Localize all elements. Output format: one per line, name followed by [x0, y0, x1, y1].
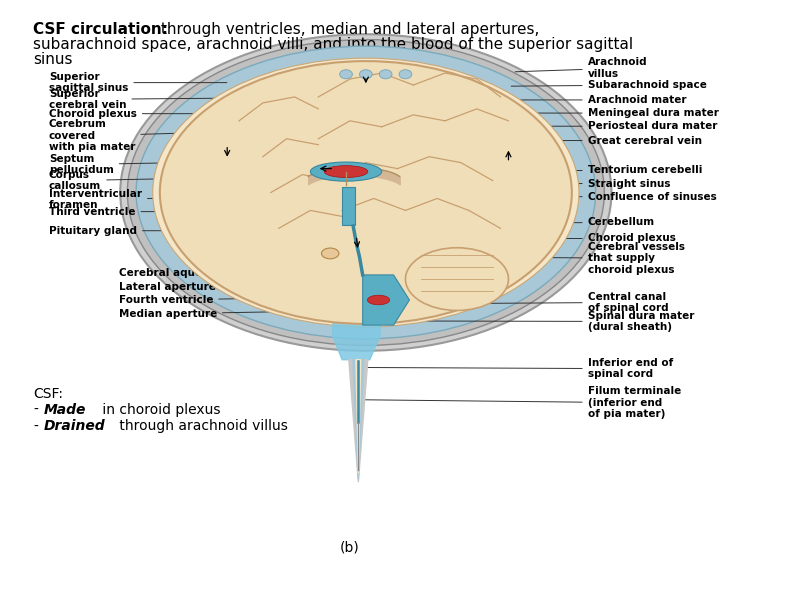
Text: Central canal
of spinal cord: Central canal of spinal cord	[363, 292, 668, 313]
Text: Drained: Drained	[43, 419, 105, 433]
Text: Interventricular
foramen: Interventricular foramen	[49, 189, 254, 211]
Ellipse shape	[367, 295, 390, 305]
Ellipse shape	[406, 248, 509, 310]
Text: Median aperture: Median aperture	[118, 309, 333, 319]
Text: Cerebrum
covered
with pia mater: Cerebrum covered with pia mater	[49, 119, 232, 152]
Ellipse shape	[359, 70, 372, 79]
Text: Lateral aperture: Lateral aperture	[118, 282, 326, 292]
Text: CSF:: CSF:	[33, 386, 63, 401]
Text: Great cerebral vein: Great cerebral vein	[491, 136, 702, 146]
Ellipse shape	[136, 46, 596, 339]
Text: CSF circulation:: CSF circulation:	[33, 22, 168, 37]
Text: Subarachnoid space: Subarachnoid space	[511, 80, 706, 90]
Text: Superior
sagittal sinus: Superior sagittal sinus	[49, 72, 226, 94]
Ellipse shape	[324, 166, 368, 178]
Text: through arachnoid villus: through arachnoid villus	[114, 419, 287, 433]
Ellipse shape	[160, 61, 572, 324]
Ellipse shape	[120, 34, 611, 351]
Ellipse shape	[340, 70, 352, 79]
Text: Meningeal dura mater: Meningeal dura mater	[505, 108, 718, 118]
Text: through ventricles, median and lateral apertures,: through ventricles, median and lateral a…	[156, 22, 539, 37]
Text: Arachnoid
villus: Arachnoid villus	[515, 58, 647, 79]
Text: Superior
cerebral vein: Superior cerebral vein	[49, 89, 226, 110]
Ellipse shape	[322, 248, 339, 259]
Text: Tentorium cerebelli: Tentorium cerebelli	[478, 165, 702, 175]
Polygon shape	[349, 360, 368, 482]
Text: Made: Made	[43, 403, 86, 417]
Text: Choroid plexus: Choroid plexus	[438, 233, 675, 244]
Text: Cerebellum: Cerebellum	[451, 217, 655, 227]
Polygon shape	[342, 187, 354, 226]
Text: Cerebral aqueduct: Cerebral aqueduct	[118, 268, 317, 278]
Ellipse shape	[127, 40, 604, 346]
Text: Filum terminale
(inferior end
of pia mater): Filum terminale (inferior end of pia mat…	[362, 386, 681, 419]
Text: Fourth ventricle: Fourth ventricle	[118, 295, 333, 305]
Text: Confluence of sinuses: Confluence of sinuses	[478, 191, 717, 202]
Polygon shape	[333, 246, 380, 360]
Polygon shape	[362, 275, 410, 325]
Polygon shape	[357, 360, 359, 464]
Ellipse shape	[153, 58, 579, 327]
Text: Spinal dura mater
(dural sheath): Spinal dura mater (dural sheath)	[370, 311, 694, 332]
Text: Corpus
callosum: Corpus callosum	[49, 170, 254, 191]
Text: -: -	[33, 419, 38, 433]
Text: Third ventricle: Third ventricle	[49, 206, 268, 217]
Text: -: -	[33, 403, 38, 417]
Text: Inferior end of
spinal cord: Inferior end of spinal cord	[363, 358, 673, 379]
Polygon shape	[353, 360, 364, 479]
Text: subarachnoid space, arachnoid villi, and into the blood of the superior sagittal: subarachnoid space, arachnoid villi, and…	[33, 37, 634, 52]
Text: sinus: sinus	[33, 52, 73, 67]
Text: Septum
pellucidum: Septum pellucidum	[49, 154, 246, 175]
Text: Cerebral vessels
that supply
choroid plexus: Cerebral vessels that supply choroid ple…	[450, 242, 685, 275]
Polygon shape	[356, 360, 361, 473]
Text: Straight sinus: Straight sinus	[477, 179, 670, 188]
Ellipse shape	[379, 70, 392, 79]
Text: Choroid plexus: Choroid plexus	[49, 109, 236, 119]
Text: (b): (b)	[340, 541, 360, 555]
Ellipse shape	[399, 70, 412, 79]
Ellipse shape	[310, 162, 382, 181]
Text: Periosteal dura mater: Periosteal dura mater	[502, 121, 717, 131]
Text: Arachnoid mater: Arachnoid mater	[508, 95, 686, 105]
Text: Pituitary gland: Pituitary gland	[49, 226, 284, 236]
Text: in choroid plexus: in choroid plexus	[98, 403, 221, 417]
